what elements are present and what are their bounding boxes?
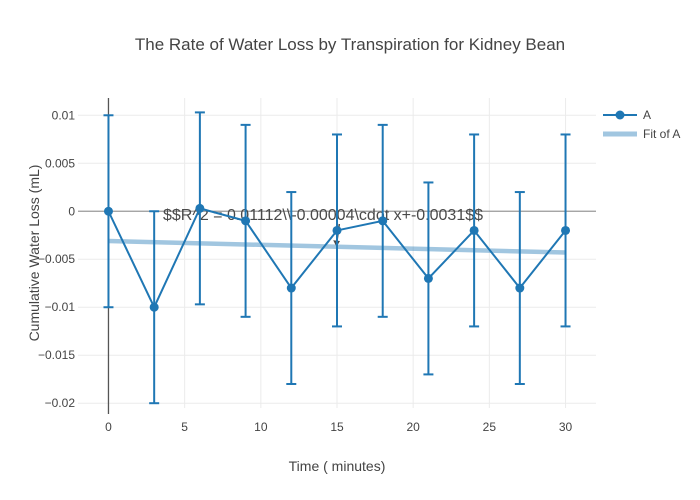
- data-point-marker[interactable]: [195, 203, 205, 213]
- data-point-marker[interactable]: [241, 216, 251, 226]
- x-tick-label: 0: [105, 420, 112, 434]
- x-tick-label: 5: [181, 420, 188, 434]
- x-tick-label: 15: [330, 420, 344, 434]
- x-axis-title: Time ( minutes): [288, 458, 386, 474]
- legend-label-a: A: [643, 107, 652, 122]
- legend: A Fit of A: [603, 105, 680, 143]
- data-point-marker[interactable]: [332, 225, 342, 235]
- data-point-marker[interactable]: [286, 283, 296, 293]
- data-point-marker[interactable]: [149, 302, 159, 312]
- legend-item-a[interactable]: A: [603, 105, 680, 124]
- data-point-marker[interactable]: [469, 225, 479, 235]
- x-tick-label: 25: [483, 420, 497, 434]
- y-tick-label: 0.01: [52, 108, 76, 122]
- data-point-marker[interactable]: [515, 283, 525, 293]
- legend-item-fit[interactable]: Fit of A: [603, 124, 680, 143]
- y-tick-label: −0.01: [45, 300, 76, 314]
- x-tick-label: 20: [406, 420, 420, 434]
- data-point-marker[interactable]: [378, 216, 388, 226]
- x-tick-label: 10: [254, 420, 268, 434]
- y-tick-label: −0.015: [38, 348, 75, 362]
- fit-swatch: [603, 131, 637, 136]
- y-tick-label: 0.005: [45, 156, 75, 170]
- data-point-marker[interactable]: [103, 206, 113, 216]
- chart-title: The Rate of Water Loss by Transpiration …: [134, 35, 566, 54]
- y-tick-label: −0.005: [38, 252, 75, 266]
- data-point-marker[interactable]: [423, 273, 433, 283]
- y-tick-label: −0.02: [45, 396, 76, 410]
- y-axis-title: Cumulative Water Loss (mL): [26, 164, 42, 342]
- series-a-swatch: [603, 110, 637, 119]
- legend-label-fit: Fit of A: [643, 126, 681, 141]
- annotation-text: $$R^2 = 0.01112\\-0.00004\cdot x+-0.0031…: [163, 207, 483, 224]
- x-tick-label: 30: [559, 420, 573, 434]
- y-tick-label: 0: [68, 204, 75, 218]
- data-point-marker[interactable]: [561, 225, 571, 235]
